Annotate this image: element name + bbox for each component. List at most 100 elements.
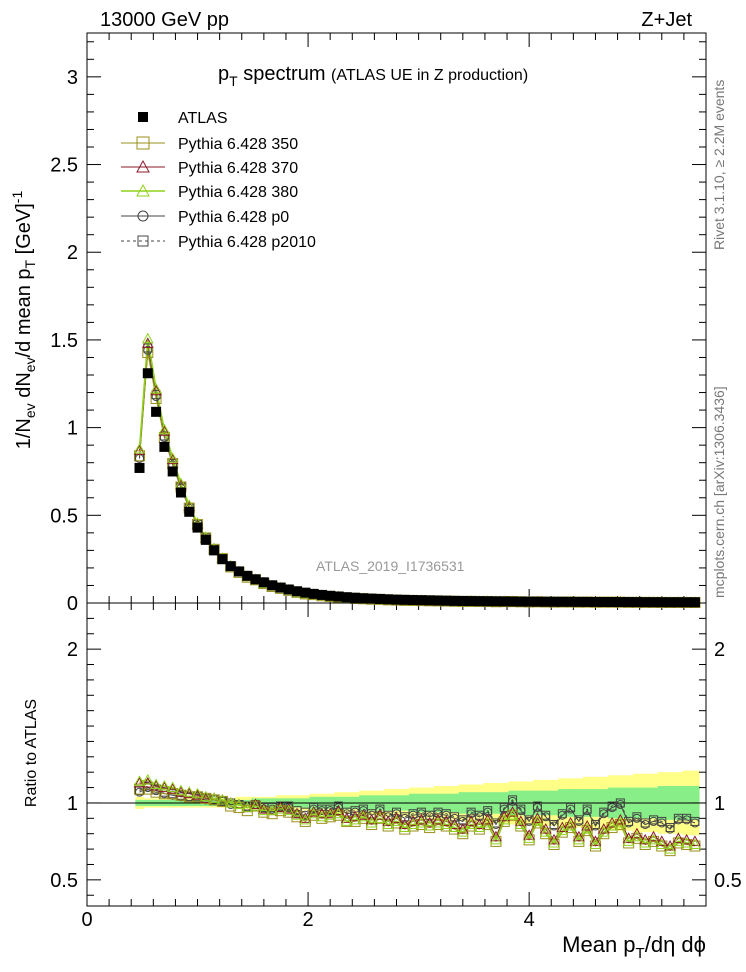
p370-point-ratio bbox=[415, 813, 428, 825]
ratio-ticks: 0 2 4 0.5 0.5 1 1 2 2 bbox=[50, 603, 742, 931]
p370-point-ratio bbox=[407, 815, 419, 826]
p0-point-ratio bbox=[607, 803, 617, 813]
p380-point-ratio bbox=[531, 815, 544, 826]
y-tick-label-main: 1 bbox=[67, 418, 78, 440]
p370-point-ratio bbox=[291, 807, 303, 819]
atlas-data-point bbox=[233, 566, 244, 577]
legend-marker-p0 bbox=[137, 210, 149, 222]
p0-point-ratio bbox=[333, 803, 343, 813]
p350-point-ratio bbox=[581, 825, 593, 837]
atlas-data-point bbox=[374, 593, 385, 604]
x-tick-label: 0 bbox=[81, 909, 92, 931]
atlas-data-point bbox=[258, 577, 269, 588]
p380-point-ratio bbox=[564, 819, 577, 831]
p380-point-ratio bbox=[614, 816, 627, 828]
atlas-data-point bbox=[283, 584, 294, 595]
p350-point-ratio bbox=[399, 823, 411, 835]
p0-point-main bbox=[143, 345, 153, 355]
legend-label-p370: Pythia 6.428 370 bbox=[178, 160, 298, 177]
p380-point-ratio bbox=[158, 780, 171, 791]
p380-point-main bbox=[141, 332, 154, 344]
p350-point-ratio bbox=[639, 838, 651, 850]
p370-point-ratio bbox=[589, 835, 602, 846]
atlas-data-point bbox=[466, 596, 477, 607]
p380-point-ratio bbox=[498, 813, 511, 825]
p0-point-ratio bbox=[474, 812, 484, 822]
legend-label-p0: Pythia 6.428 p0 bbox=[178, 209, 289, 226]
p370-point-ratio bbox=[448, 818, 461, 829]
p0-point-ratio bbox=[574, 816, 584, 826]
p350-point-ratio bbox=[606, 822, 618, 834]
p380-point-ratio bbox=[249, 799, 262, 811]
p380-point-ratio bbox=[523, 832, 535, 843]
p380-point-ratio bbox=[166, 781, 179, 793]
atlas-data-point bbox=[557, 596, 568, 607]
atlas-data-point bbox=[590, 596, 601, 607]
p370-point-ratio bbox=[539, 823, 552, 834]
p370-point-ratio bbox=[523, 829, 535, 840]
p380-point-ratio bbox=[490, 833, 502, 845]
p370-point-ratio bbox=[365, 813, 378, 825]
p380-point-ratio bbox=[216, 793, 229, 805]
p370-point-main bbox=[166, 453, 179, 465]
legend-label-data: ATLAS bbox=[178, 110, 228, 127]
p380-point-ratio bbox=[672, 835, 685, 846]
p380-point-ratio bbox=[589, 838, 602, 849]
p380-point-ratio bbox=[664, 843, 676, 854]
p380-point-ratio bbox=[357, 810, 370, 822]
atlas-data-point bbox=[673, 597, 684, 608]
p370-point-ratio bbox=[307, 806, 320, 817]
p0-point-ratio bbox=[375, 806, 385, 816]
atlas-data-point bbox=[316, 589, 327, 600]
p380-point-ratio bbox=[150, 778, 162, 789]
p370-point-ratio bbox=[481, 813, 494, 825]
p0-point-ratio bbox=[557, 810, 567, 820]
p0-point-ratio bbox=[640, 819, 650, 829]
p380-point-main bbox=[133, 443, 146, 454]
p350-point-ratio bbox=[150, 786, 162, 798]
p370-point-ratio bbox=[664, 839, 676, 851]
atlas-data-point bbox=[217, 554, 228, 565]
p0-point-ratio bbox=[499, 804, 509, 814]
p0-point-ratio bbox=[309, 804, 319, 814]
p370-point-ratio bbox=[158, 781, 171, 793]
atlas-data-point bbox=[515, 596, 526, 607]
p350-point-ratio bbox=[134, 783, 146, 795]
x-tick-label: 2 bbox=[303, 909, 314, 931]
p380-point-ratio bbox=[332, 807, 345, 819]
p380-point-ratio bbox=[456, 826, 469, 837]
atlas-data-point bbox=[441, 595, 452, 606]
p370-point-ratio bbox=[597, 823, 610, 834]
atlas-data-point bbox=[383, 594, 394, 605]
legend-marker-p2010 bbox=[137, 235, 149, 247]
y-tick-label-main: 0 bbox=[67, 593, 78, 615]
p370-point-main bbox=[133, 444, 146, 455]
p0-point-ratio bbox=[632, 813, 642, 823]
p370-point-ratio bbox=[299, 812, 312, 823]
p350-point-ratio bbox=[523, 834, 535, 846]
atlas-data-point bbox=[656, 597, 667, 608]
atlas-data-point bbox=[540, 596, 551, 607]
p370-point-ratio bbox=[258, 803, 270, 814]
atlas-data-point bbox=[565, 596, 576, 607]
atlas-data-point bbox=[582, 596, 593, 607]
p370-point-main bbox=[150, 384, 162, 396]
atlas-data-point bbox=[200, 534, 211, 545]
atlas-data-point bbox=[665, 597, 676, 608]
p380-point-main bbox=[166, 452, 179, 463]
p350-point-ratio bbox=[490, 835, 502, 847]
p350-point-ratio bbox=[664, 845, 676, 857]
p370-point-ratio bbox=[672, 832, 685, 843]
p0-point-ratio bbox=[532, 803, 542, 813]
y-tick-label-main: 2.5 bbox=[50, 155, 78, 177]
legend-label-p2010: Pythia 6.428 p2010 bbox=[178, 234, 316, 251]
p370-point-ratio bbox=[175, 786, 187, 797]
p380-point-main bbox=[150, 382, 162, 394]
p0-point-ratio bbox=[483, 807, 493, 817]
p0-point-ratio bbox=[682, 815, 692, 825]
p370-point-ratio bbox=[316, 807, 328, 819]
p380-point-ratio bbox=[548, 836, 560, 848]
p370-point-ratio bbox=[324, 807, 337, 819]
p0-point-ratio bbox=[358, 806, 368, 816]
